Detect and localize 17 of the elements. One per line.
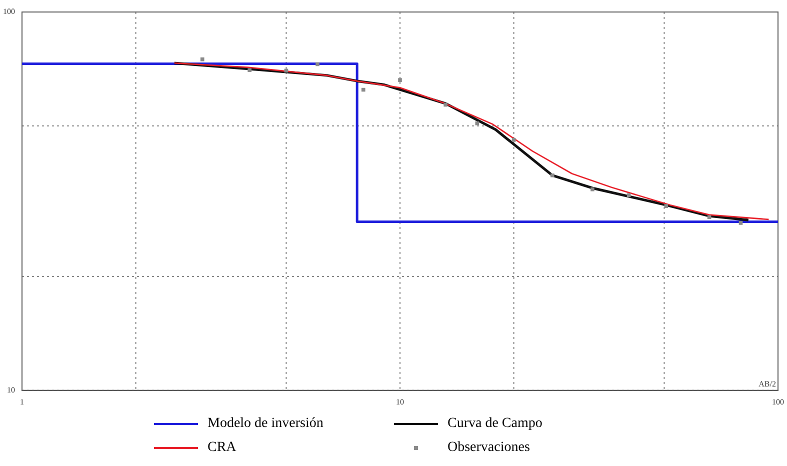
point [398,78,402,82]
point [664,204,668,208]
point [738,221,743,225]
point [475,121,480,126]
point [512,138,516,142]
x-tick-label: 1 [20,397,24,406]
legend-label: CRA [208,440,236,456]
point [284,68,288,73]
x-axis-title: AB/2 [758,379,776,388]
point [550,173,554,178]
x-tick-label: 100 [772,397,784,406]
point [361,88,366,92]
legend-label: Observaciones [448,440,530,456]
legend-label: Curva de Campo [448,416,542,432]
x-tick-label: 10 [396,397,404,406]
legend-label: Modelo de inversión [208,416,324,432]
point [248,68,252,72]
